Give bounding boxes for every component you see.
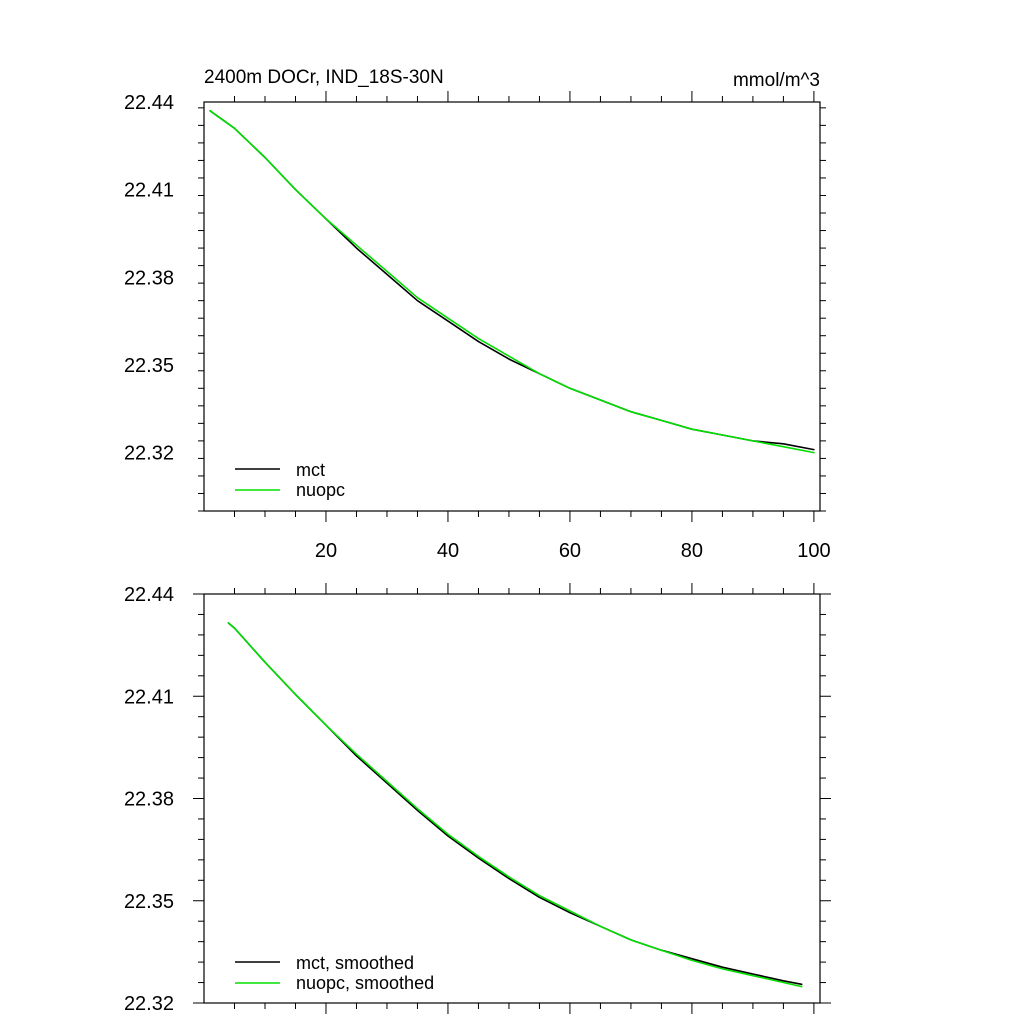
series-line-mct	[209, 110, 815, 451]
y-tick-label: 22.35	[124, 355, 174, 377]
top-series-layer	[209, 110, 815, 454]
y-tick-label: 22.44	[124, 584, 174, 606]
bottom-ticks: 22.32 22.35 22.38 22.41 22.44	[124, 583, 831, 1015]
x-tick-label: 60	[559, 540, 581, 562]
top-legend: mct nuopc	[235, 460, 345, 500]
x-tick-label: 40	[437, 540, 459, 562]
bottom-plot-frame	[203, 593, 821, 1004]
x-tick-label: 20	[315, 540, 337, 562]
units-label: mmol/m^3	[733, 70, 820, 91]
x-tick-label: 80	[681, 540, 703, 562]
chart-title: 2400m DOCr, IND_18S-30N	[204, 67, 444, 88]
y-tick-label: 22.41	[124, 686, 174, 708]
legend-label-mct-smoothed: mct, smoothed	[296, 953, 414, 973]
series-line-nuopc	[227, 622, 803, 988]
series-line-mct	[227, 622, 803, 986]
y-tick-label: 22.32	[124, 993, 174, 1015]
top-ticks: 20 40 60 80 100 22.32 22.35 22.38 22.41 22.44	[124, 91, 831, 562]
y-tick-label: 22.41	[124, 180, 174, 202]
y-tick-label: 22.44	[124, 92, 174, 114]
legend-label-nuopc-smoothed: nuopc, smoothed	[296, 973, 434, 993]
y-tick-label: 22.32	[124, 443, 174, 465]
bottom-panel: 22.32 22.35 22.38 22.41 22.44 mct, smoothed …	[124, 583, 831, 1015]
y-tick-label: 22.38	[124, 267, 174, 289]
top-plot-frame	[203, 101, 821, 512]
top-panel: 2400m DOCr, IND_18S-30N mmol/m^3 20 40 60 8…	[124, 67, 831, 562]
bottom-legend: mct, smoothed nuopc, smoothed	[235, 953, 434, 993]
y-tick-label: 22.38	[124, 789, 174, 811]
x-tick-label: 100	[797, 540, 830, 562]
bottom-series-layer	[227, 622, 803, 988]
series-line-nuopc	[209, 110, 815, 454]
legend-label-nuopc: nuopc	[296, 480, 345, 500]
legend-label-mct: mct	[296, 460, 325, 480]
y-tick-label: 22.35	[124, 891, 174, 913]
